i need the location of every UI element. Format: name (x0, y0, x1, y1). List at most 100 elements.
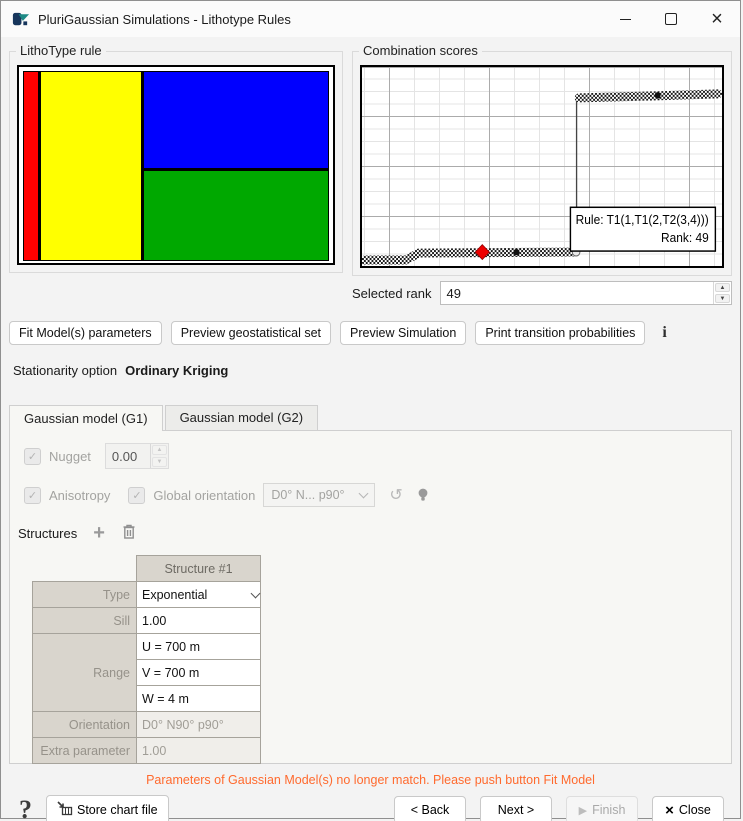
orientation-cell: D0° N90° p90° (136, 711, 261, 738)
fit-model-warning-text: Parameters of Gaussian Model(s) no longe… (146, 773, 595, 787)
tab-gaussian-model-g1[interactable]: Gaussian model (G1) (9, 405, 163, 431)
anisotropy-checkbox[interactable]: ✓ (24, 486, 41, 504)
close-icon: × (711, 8, 723, 30)
close-x-icon: × (665, 801, 674, 819)
store-chart-file-button[interactable]: Store chart file (46, 795, 169, 821)
selected-rank-marker[interactable] (474, 244, 490, 261)
rule-tooltip-line2: Rank: 49 (661, 231, 709, 245)
score-dot-marker-1 (513, 248, 520, 256)
tab-gaussian-model-g2[interactable]: Gaussian model (G2) (164, 405, 319, 430)
score-dot-marker-2 (654, 92, 661, 99)
nugget-spinbox[interactable]: 0.00 ▲ ▼ (104, 443, 169, 469)
finish-button: ▶ Finish (566, 796, 638, 821)
help-icon[interactable]: ? (19, 795, 32, 821)
app-logo-icon (11, 10, 30, 29)
titlebar: PluriGaussian Simulations - Lithotype Ru… (1, 1, 740, 37)
finish-label: Finish (592, 803, 626, 817)
add-structure-icon[interactable]: + (93, 522, 105, 544)
lithotype-rule-plot[interactable] (17, 65, 335, 265)
next-button[interactable]: Next > (480, 796, 552, 821)
anisotropy-label: Anisotropy (49, 487, 111, 503)
extra-parameter-cell: 1.00 (136, 737, 261, 764)
gaussian-model-panel: ✓ Nugget 0.00 ▲ ▼ ✓ Anisotropy ✓ Global … (9, 430, 732, 764)
global-orientation-label: Global orientation (153, 487, 256, 503)
maximize-button[interactable] (648, 2, 694, 36)
close-label: Close (678, 803, 711, 817)
selected-rank-down-button[interactable]: ▼ (715, 294, 730, 303)
sill-row-label: Sill (32, 607, 137, 634)
minimize-button[interactable] (602, 2, 648, 36)
extra-parameter-row-label: Extra parameter (32, 737, 137, 764)
close-button[interactable]: × Close (652, 796, 724, 821)
structures-label: Structures (18, 525, 78, 541)
lightbulb-icon[interactable] (417, 487, 429, 503)
finish-arrow-icon: ▶ (578, 804, 588, 817)
nugget-value[interactable]: 0.00 (111, 448, 138, 464)
chevron-down-icon (358, 488, 369, 499)
lithotype-regions (23, 71, 329, 261)
score-band-low (362, 247, 579, 265)
range-row-label: Range (32, 633, 137, 712)
preview-geostatistical-set-button[interactable]: Preview geostatistical set (170, 321, 332, 345)
lithotype-rule-groupbox: LithoType rule (9, 43, 343, 273)
back-button[interactable]: < Back (394, 796, 466, 821)
info-icon[interactable]: i (662, 324, 667, 341)
actions-toolbar: Fit Model(s) parameters Preview geostati… (9, 321, 732, 345)
gaussian-model-tabs: Gaussian model (G1) Gaussian model (G2) (9, 405, 732, 431)
range-u-cell[interactable]: U = 700 m (136, 633, 261, 660)
sill-cell[interactable]: 1.00 (136, 607, 261, 634)
selected-rank-label: Selected rank (352, 285, 432, 301)
lithotype-rule-label: LithoType rule (16, 43, 106, 58)
global-orientation-value: D0° N... p90° (271, 488, 345, 502)
orientation-row-label: Orientation (32, 711, 137, 738)
stationarity-row: Stationarity option Ordinary Kriging (13, 363, 732, 378)
footer-bar: ? Store chart file < Back Next > ▶ Finis… (9, 795, 732, 821)
nugget-row: ✓ Nugget 0.00 ▲ ▼ (24, 443, 723, 469)
type-value: Exponential (142, 587, 208, 602)
table-corner-spacer (33, 556, 137, 582)
global-orientation-checkbox[interactable]: ✓ (128, 486, 146, 504)
structure-column-header: Structure #1 (136, 555, 261, 582)
combination-scores-plot[interactable]: Rule: T1(1,T1(2,T2(3,4))) Rank: 49 (360, 65, 724, 268)
structure-table: Structure #1 Type Exponential Sill 1.00 (32, 555, 261, 764)
selected-rank-spinbox[interactable]: 49 ▲ ▼ (439, 281, 732, 305)
print-transition-probabilities-button[interactable]: Print transition probabilities (475, 321, 646, 345)
nugget-label: Nugget (49, 448, 91, 464)
global-orientation-dropdown[interactable]: D0° N... p90° (263, 483, 376, 507)
maximize-icon (665, 13, 677, 25)
store-chart-file-label: Store chart file (77, 803, 158, 817)
type-cell[interactable]: Exponential (136, 581, 261, 608)
lithotype-region-yellow (41, 72, 141, 260)
structures-row: Structures + (18, 523, 723, 543)
preview-simulation-button[interactable]: Preview Simulation (340, 321, 467, 345)
store-chart-icon (57, 801, 73, 819)
nugget-down-button[interactable]: ▼ (151, 457, 167, 467)
range-w-cell[interactable]: W = 4 m (136, 685, 261, 712)
stationarity-option-label: Stationarity option (13, 363, 118, 378)
close-window-button[interactable]: × (694, 2, 740, 36)
fit-model-parameters-button[interactable]: Fit Model(s) parameters (9, 321, 162, 345)
nugget-up-button[interactable]: ▲ (151, 445, 167, 455)
window-title: PluriGaussian Simulations - Lithotype Ru… (38, 11, 291, 27)
stationarity-option-value: Ordinary Kriging (125, 363, 229, 378)
anisotropy-row: ✓ Anisotropy ✓ Global orientation D0° N.… (24, 483, 723, 507)
lithotype-region-green (144, 171, 328, 260)
minimize-icon (619, 18, 631, 20)
rule-tooltip: Rule: T1(1,T1(2,T2(3,4))) Rank: 49 (569, 206, 717, 252)
nugget-checkbox[interactable]: ✓ (24, 447, 41, 465)
lithotype-region-blue (144, 72, 328, 169)
chevron-down-icon (250, 588, 261, 598)
selected-rank-up-button[interactable]: ▲ (715, 283, 730, 292)
lithotype-region-red (24, 72, 38, 260)
type-row-label: Type (32, 581, 137, 608)
score-band-high (574, 89, 722, 103)
rule-tooltip-line1: Rule: T1(1,T1(2,T2(3,4))) (576, 213, 709, 227)
delete-structure-icon[interactable] (121, 523, 137, 543)
reset-orientation-icon[interactable]: ↺ (389, 487, 403, 504)
selected-rank-value[interactable]: 49 (446, 285, 461, 301)
combination-scores-groupbox: Combination scores (352, 43, 732, 276)
combination-scores-label: Combination scores (359, 43, 482, 58)
range-v-cell[interactable]: V = 700 m (136, 659, 261, 686)
lithotype-region-right (144, 72, 328, 260)
